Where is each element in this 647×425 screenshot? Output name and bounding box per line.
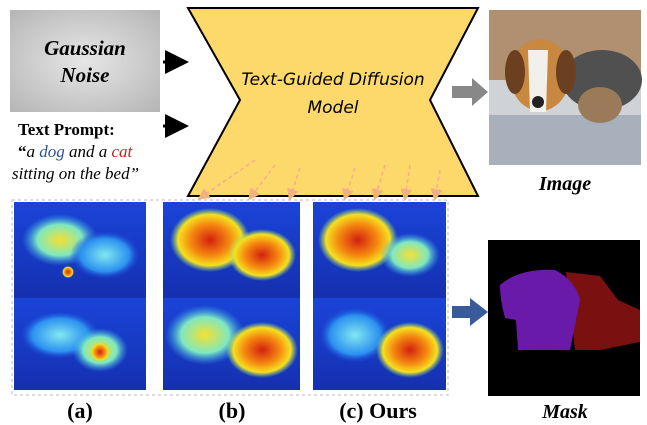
generated-image: [489, 10, 642, 165]
word-cat: cat: [112, 142, 134, 161]
noise-image: [10, 10, 160, 112]
diagram: Gaussian Noise Text Prompt: “a dog and a…: [0, 0, 647, 425]
image-caption: Image: [538, 173, 591, 195]
prompt-label: Text Prompt:: [18, 120, 115, 139]
arrow: [452, 298, 488, 326]
prompt-text: sitting on the bed”: [12, 164, 139, 183]
model-label: Text-Guided Diffusion: [241, 70, 424, 90]
mask-image: [488, 240, 640, 396]
prompt-text: “a dog and a cat: [18, 142, 134, 161]
panel-label: (b): [219, 398, 246, 423]
heatmap-a: [14, 202, 146, 390]
word: a: [27, 142, 40, 161]
heatmap-b: [163, 202, 300, 390]
model-label: Model: [307, 98, 358, 118]
heatmap-c: [313, 202, 446, 390]
noise-label: Noise: [60, 63, 110, 87]
quote: “: [18, 142, 27, 161]
noise-label: Gaussian: [44, 36, 126, 60]
word-dog: dog: [39, 142, 65, 161]
panel-label: (a): [67, 398, 93, 423]
mask-caption: Mask: [541, 401, 588, 423]
arrow: [452, 78, 488, 106]
panel-label: (c) Ours: [339, 398, 417, 423]
word: and a: [65, 142, 112, 161]
